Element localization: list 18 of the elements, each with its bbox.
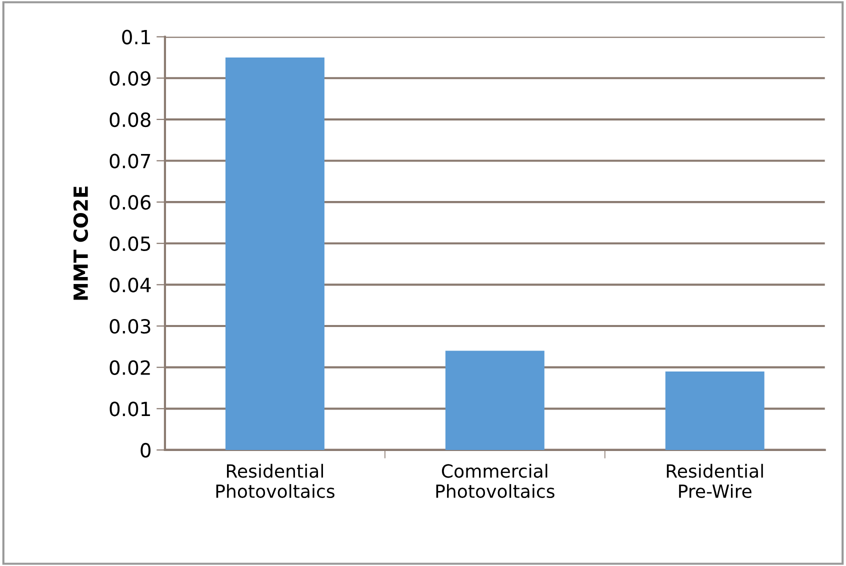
y-tick-label: 0.1 — [122, 30, 150, 44]
bar — [665, 371, 764, 450]
y-tick-label: 0 — [140, 442, 150, 458]
y-tick-label: 0.02 — [110, 360, 150, 375]
y-tick-label: 0.07 — [110, 154, 150, 168]
x-tick-label: Commercial Photovoltaics — [436, 464, 554, 498]
x-tick-label: Residential Pre-Wire — [666, 464, 763, 498]
y-tick-label: 0.08 — [110, 112, 150, 128]
y-tick-label: 0.05 — [110, 236, 150, 252]
y-tick-label: 0.01 — [110, 402, 150, 416]
bar — [225, 57, 324, 450]
y-tick-label: 0.06 — [110, 195, 151, 210]
y-tick-label: 0.09 — [110, 71, 150, 86]
y-tick-label: 0.04 — [110, 278, 151, 292]
bar — [445, 350, 544, 450]
y-axis-title: MMT CO2E — [73, 186, 88, 300]
y-tick-label: 0.03 — [110, 318, 150, 334]
x-tick-label: Residential Photovoltaics — [216, 464, 334, 498]
